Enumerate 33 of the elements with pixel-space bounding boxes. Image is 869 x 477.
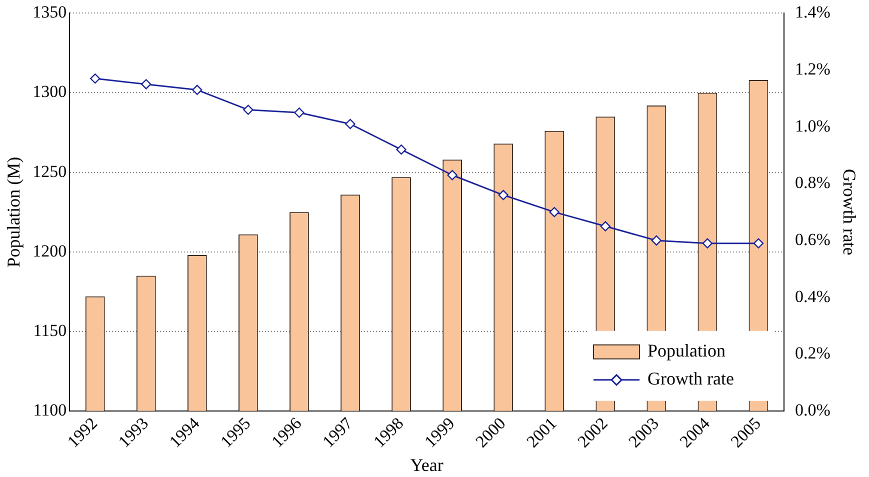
y2-tick-label: 0.6%	[794, 230, 830, 249]
y-axis-title: Population (M)	[4, 156, 24, 268]
y2-tick-label: 1.4%	[794, 2, 830, 22]
y2-tick-label: 1.0%	[794, 116, 830, 136]
point	[243, 104, 254, 115]
point	[447, 170, 458, 180]
point	[753, 238, 764, 248]
y2-tick-label: 0.2%	[794, 344, 830, 363]
point	[549, 206, 560, 218]
y-tick-label: 1150	[33, 320, 67, 340]
point	[702, 238, 713, 248]
legend-label: Growth rate	[648, 368, 734, 389]
y-tick-label: 1300	[32, 82, 67, 102]
point	[294, 108, 304, 118]
y2-tick-label: 0.4%	[794, 286, 830, 306]
y2-tick-label: 1.2%	[794, 59, 830, 78]
legend-label: Population	[648, 340, 726, 361]
x-axis-title: Year	[410, 454, 444, 475]
point	[141, 79, 152, 90]
point	[600, 221, 610, 232]
y-tick-label: 1200	[32, 241, 67, 260]
point	[651, 235, 662, 246]
point	[192, 84, 202, 96]
y2-tick-label: 0.8%	[794, 173, 830, 192]
point	[345, 118, 356, 130]
point	[90, 73, 100, 84]
y-tick-label: 1250	[32, 162, 67, 181]
y2-tick-label: 0.0%	[794, 400, 830, 420]
y-tick-label: 1100	[33, 400, 67, 420]
y-tick-label: 1350	[32, 2, 67, 22]
point	[396, 144, 406, 155]
point	[498, 190, 508, 200]
y2-axis-title: Growth rate	[839, 168, 860, 256]
